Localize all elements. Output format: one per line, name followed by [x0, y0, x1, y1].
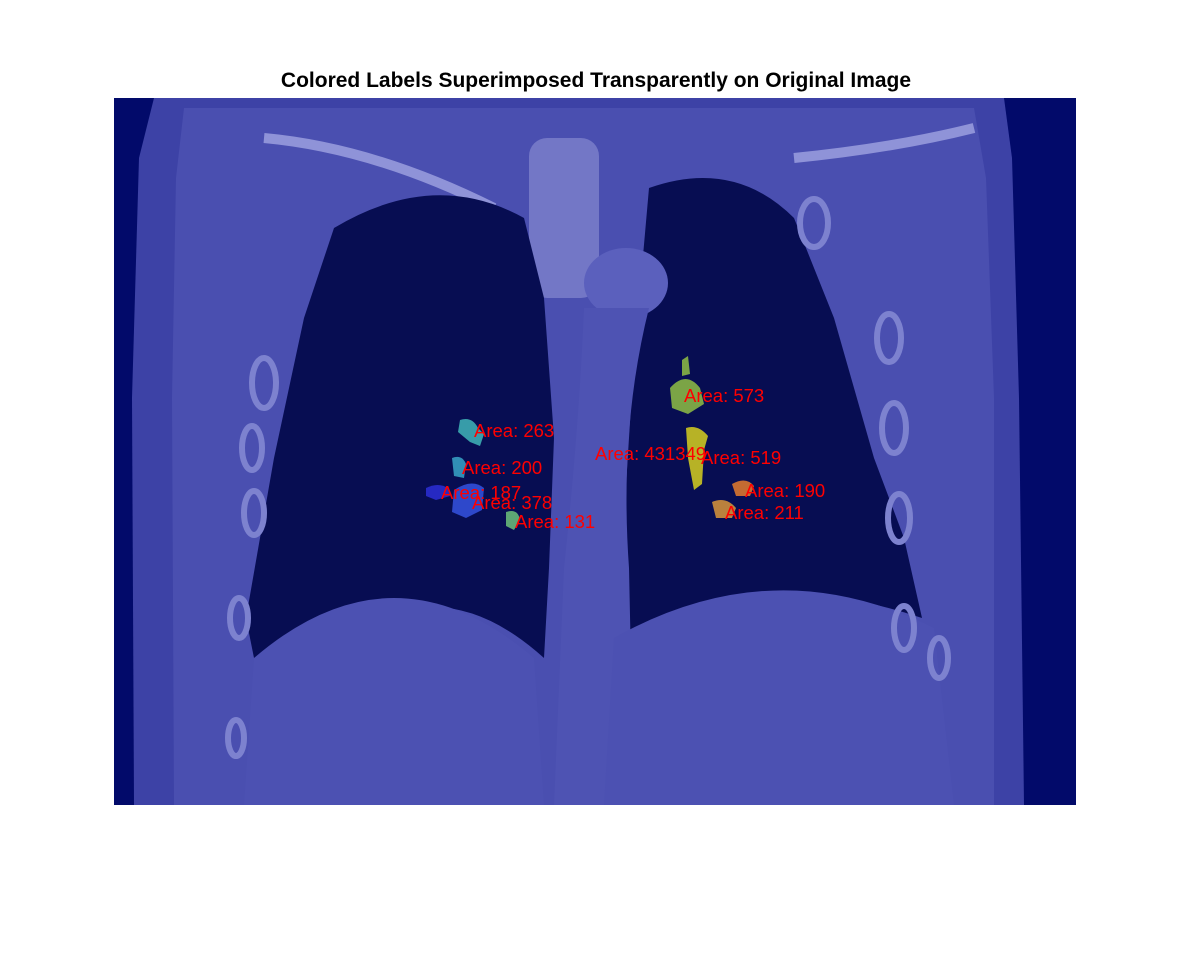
right-ribs — [797, 196, 951, 681]
area-label-187: Area: 187 — [441, 482, 521, 503]
area-label-211: Area: 211 — [725, 502, 804, 523]
area-label-131: Area: 131 — [515, 511, 595, 532]
figure-title: Colored Labels Superimposed Transparentl… — [280, 69, 912, 92]
left-lung — [246, 195, 554, 709]
right-lung — [624, 178, 922, 638]
label-blob-519 — [686, 427, 708, 490]
right-clavicle — [793, 123, 976, 163]
area-label-190: Area: 190 — [745, 480, 825, 501]
label-blob-263 — [458, 419, 484, 446]
right-diaphragm — [604, 590, 954, 805]
area-label-200: Area: 200 — [462, 457, 542, 478]
label-blob-131 — [506, 511, 520, 530]
ct-overlay-image: Area: 263 Area: 200 Area: 187 Area: 378 … — [114, 98, 1076, 805]
label-blob-211 — [712, 500, 736, 518]
label-blob-187 — [426, 485, 450, 500]
area-label-431349: Area: 431349 — [595, 443, 706, 464]
left-clavicle — [263, 133, 497, 213]
ct-image-panel: Area: 263 Area: 200 Area: 187 Area: 378 … — [114, 98, 1076, 805]
label-blob-378 — [452, 483, 484, 518]
label-blob-573 — [670, 356, 704, 414]
left-ribs — [225, 355, 279, 759]
area-label-263: Area: 263 — [474, 420, 554, 441]
area-label-378: Area: 378 — [472, 492, 552, 513]
label-blob-200 — [452, 456, 466, 478]
area-label-573: Area: 573 — [684, 385, 764, 406]
left-diaphragm — [244, 598, 544, 805]
spine — [529, 138, 599, 298]
aortic-arch — [584, 248, 668, 318]
area-label-519: Area: 519 — [701, 447, 781, 468]
label-blob-190 — [732, 480, 754, 496]
